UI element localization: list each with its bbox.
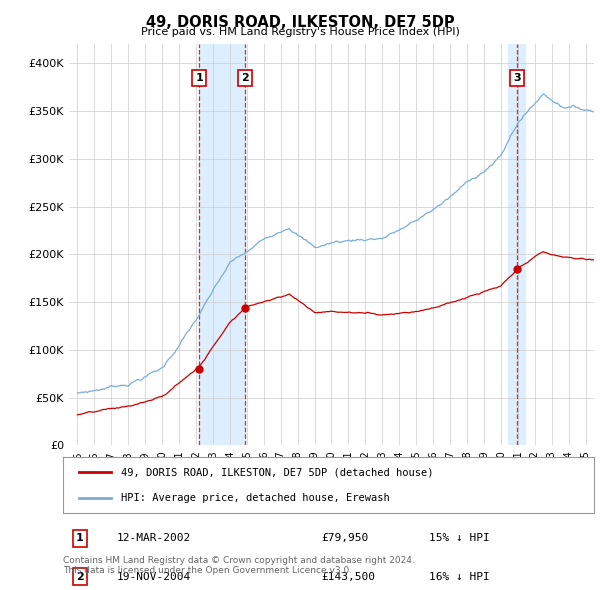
Text: £143,500: £143,500 <box>321 572 375 582</box>
Text: 2: 2 <box>76 572 83 582</box>
Text: HPI: Average price, detached house, Erewash: HPI: Average price, detached house, Erew… <box>121 493 390 503</box>
Text: 12-MAR-2002: 12-MAR-2002 <box>117 533 191 543</box>
Text: 49, DORIS ROAD, ILKESTON, DE7 5DP (detached house): 49, DORIS ROAD, ILKESTON, DE7 5DP (detac… <box>121 467 434 477</box>
Text: £79,950: £79,950 <box>321 533 368 543</box>
Bar <box>508 44 525 445</box>
Text: 19-NOV-2004: 19-NOV-2004 <box>117 572 191 582</box>
Bar <box>199 44 245 445</box>
Text: 3: 3 <box>513 73 521 83</box>
Text: 49, DORIS ROAD, ILKESTON, DE7 5DP: 49, DORIS ROAD, ILKESTON, DE7 5DP <box>146 15 454 30</box>
Text: 1: 1 <box>76 533 83 543</box>
Text: 1: 1 <box>196 73 203 83</box>
Text: 16% ↓ HPI: 16% ↓ HPI <box>429 572 490 582</box>
Text: 2: 2 <box>241 73 248 83</box>
Text: 15% ↓ HPI: 15% ↓ HPI <box>429 533 490 543</box>
Text: Price paid vs. HM Land Registry's House Price Index (HPI): Price paid vs. HM Land Registry's House … <box>140 27 460 37</box>
Text: Contains HM Land Registry data © Crown copyright and database right 2024.
This d: Contains HM Land Registry data © Crown c… <box>63 556 415 575</box>
